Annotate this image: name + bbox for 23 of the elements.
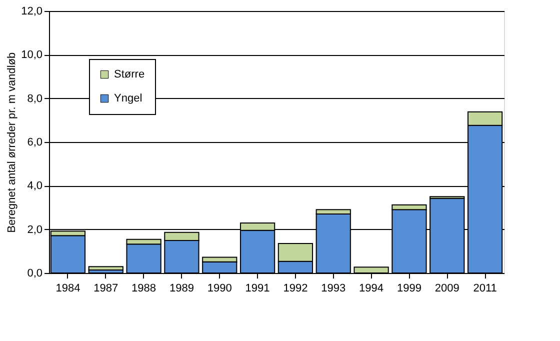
y-tick-label: 2,0 bbox=[27, 224, 42, 236]
x-tick-label: 1993 bbox=[321, 282, 346, 294]
y-tick-label: 8,0 bbox=[27, 92, 42, 105]
y-tick-label: 10,0 bbox=[21, 49, 42, 62]
x-tick-label: 1984 bbox=[56, 282, 80, 294]
x-tick-label: 1992 bbox=[283, 282, 308, 294]
x-tick-label: 1989 bbox=[169, 282, 194, 294]
x-tick-label: 1999 bbox=[396, 282, 422, 294]
legend-label: Større bbox=[114, 68, 145, 80]
legend-label: Yngel bbox=[114, 92, 142, 104]
y-tick-label: 12,0 bbox=[21, 6, 42, 18]
x-tick-label: 1988 bbox=[132, 282, 156, 294]
x-tick-label: 1991 bbox=[245, 282, 270, 294]
x-tick-label: 2009 bbox=[434, 282, 460, 294]
y-tick-label: 0,0 bbox=[27, 268, 42, 280]
y-tick-label: 4,0 bbox=[27, 180, 42, 192]
x-tick-label: 1990 bbox=[207, 282, 232, 294]
x-tick-label: 1994 bbox=[359, 282, 384, 294]
x-tick-label: 1987 bbox=[94, 282, 118, 294]
y-tick-label: 6,0 bbox=[27, 136, 42, 148]
bar bbox=[88, 266, 124, 270]
x-tick-label: 2011 bbox=[473, 282, 497, 294]
y-axis-title: Beregnet antal ørreder pr. m vandløb bbox=[6, 52, 18, 233]
